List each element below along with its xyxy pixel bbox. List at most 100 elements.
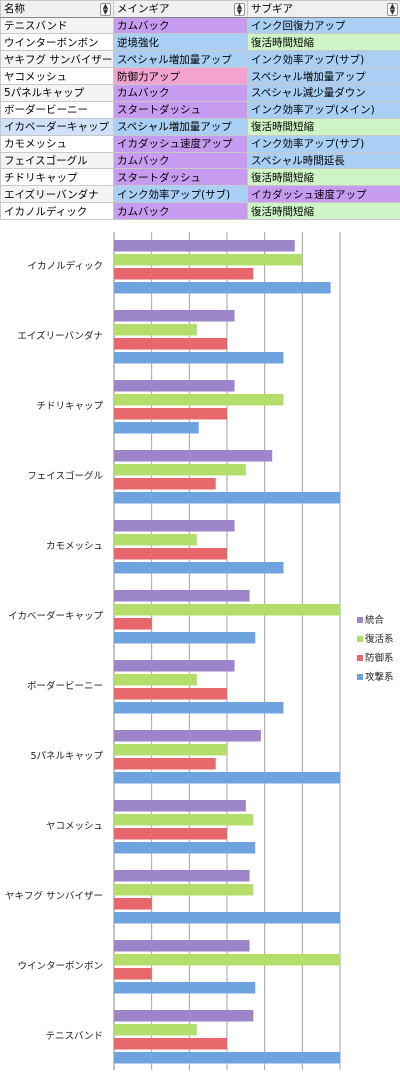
category-label: ヤキフグ サンバイザー xyxy=(5,890,103,902)
bar xyxy=(114,632,256,644)
column-header-main-gear[interactable]: メインギア ▲ ▼ xyxy=(113,0,248,18)
gear-name-cell[interactable]: チドリキャップ xyxy=(0,168,114,187)
table-row[interactable]: カモメッシュ イカダッシュ速度アップ インク効率アップ(サブ) xyxy=(0,134,400,153)
bar xyxy=(114,604,340,616)
main-gear-cell[interactable]: カムバック xyxy=(113,84,248,102)
table-row[interactable]: テニスバンド カムバック インク回復力アップ xyxy=(0,16,400,35)
bar xyxy=(114,548,227,560)
main-gear-cell[interactable]: 防御力アップ xyxy=(113,67,248,85)
bar xyxy=(114,674,197,686)
gear-name-cell[interactable]: カモメッシュ xyxy=(0,134,114,153)
sub-gear-cell[interactable]: 復活時間短縮 xyxy=(247,168,400,187)
bar xyxy=(114,814,254,826)
bar xyxy=(114,408,227,420)
table-row[interactable]: ヤコメッシュ 防御力アップ スペシャル増加量アップ xyxy=(0,67,400,85)
gear-table: 名称 ▲ ▼ メインギア ▲ ▼ サブギア ▲ ▼ テニスバンド カムバック インク回復力アップ… xyxy=(0,0,400,220)
gear-name-cell[interactable]: 5パネルキャップ xyxy=(0,84,114,102)
bar xyxy=(114,758,216,770)
gear-name-cell[interactable]: ヤコメッシュ xyxy=(0,67,114,85)
legend-swatch xyxy=(357,617,363,623)
sub-gear-cell[interactable]: インク回復力アップ xyxy=(247,16,400,35)
sub-gear-cell[interactable]: 復活時間短縮 xyxy=(247,33,400,52)
sub-gear-cell[interactable]: インク効率アップ(メイン) xyxy=(247,100,400,119)
bar xyxy=(114,1024,197,1036)
sub-gear-cell[interactable]: インク効率アップ(サブ) xyxy=(247,134,400,153)
sub-gear-cell[interactable]: スペシャル減少量ダウン xyxy=(247,84,400,102)
sub-gear-cell[interactable]: 復活時間短縮 xyxy=(247,117,400,136)
sort-icon[interactable]: ▲ ▼ xyxy=(100,3,111,16)
gear-name-cell[interactable]: イカノルディック xyxy=(0,202,114,220)
column-header-sub-gear[interactable]: サブギア ▲ ▼ xyxy=(247,0,400,18)
sub-gear-cell[interactable]: スペシャル増加量アップ xyxy=(247,67,400,85)
main-gear-cell[interactable]: スタートダッシュ xyxy=(113,168,248,187)
table-row[interactable]: ヤキフグ サンバイザー スペシャル増加量アップ インク効率アップ(サブ) xyxy=(0,50,400,69)
table-row[interactable]: イカベーダーキャップ スペシャル増加量アップ 復活時間短縮 xyxy=(0,117,400,136)
main-gear-cell[interactable]: イカダッシュ速度アップ xyxy=(113,134,248,153)
bar xyxy=(114,842,256,854)
bar xyxy=(114,240,295,252)
main-gear-cell[interactable]: スペシャル増加量アップ xyxy=(113,117,248,136)
main-gear-cell[interactable]: カムバック xyxy=(113,151,248,170)
legend-label: 攻撃系 xyxy=(365,671,394,683)
legend-label: 復活系 xyxy=(365,633,394,645)
sub-gear-cell[interactable]: 復活時間短縮 xyxy=(247,202,400,220)
bar xyxy=(114,1052,340,1064)
category-labels: イカノルディックエイズリーバンダナチドリキャップフェイスゴーグルカモメッシュイカ… xyxy=(5,260,104,1042)
category-label: 5パネルキャップ xyxy=(30,751,103,762)
sort-icon[interactable]: ▲ ▼ xyxy=(387,3,398,16)
gear-name-cell[interactable]: エイズリーバンダナ xyxy=(0,185,114,204)
legend-label: 統合 xyxy=(365,614,385,626)
bar xyxy=(114,688,227,700)
bar xyxy=(114,954,340,966)
gear-name-cell[interactable]: フェイスゴーグル xyxy=(0,151,114,170)
bar xyxy=(114,352,284,364)
gear-name-cell[interactable]: イカベーダーキャップ xyxy=(0,117,114,136)
category-label: カモメッシュ xyxy=(46,541,103,552)
table-row[interactable]: イカノルディック カムバック 復活時間短縮 xyxy=(0,202,400,220)
bar xyxy=(114,744,227,756)
column-header-label: メインギア xyxy=(117,3,170,16)
main-gear-cell[interactable]: 逆境強化 xyxy=(113,33,248,52)
bar xyxy=(114,1038,227,1050)
bar xyxy=(114,422,199,434)
bar xyxy=(114,324,197,336)
bar xyxy=(114,450,273,462)
column-header-label: サブギア xyxy=(251,3,293,16)
bar xyxy=(114,912,340,924)
category-label: イカベーダーキャップ xyxy=(8,610,104,622)
table-row[interactable]: エイズリーバンダナ インク効率アップ(サブ) イカダッシュ速度アップ xyxy=(0,185,400,204)
column-header-name[interactable]: 名称 ▲ ▼ xyxy=(0,0,114,18)
sub-gear-cell[interactable]: インク効率アップ(サブ) xyxy=(247,50,400,69)
gear-name-cell[interactable]: テニスバンド xyxy=(0,16,114,35)
main-gear-cell[interactable]: カムバック xyxy=(113,16,248,35)
gear-name-cell[interactable]: ヤキフグ サンバイザー xyxy=(0,50,114,69)
bar xyxy=(114,1010,254,1022)
gear-name-cell[interactable]: ボーダービーニー xyxy=(0,100,114,119)
table-row[interactable]: 5パネルキャップ カムバック スペシャル減少量ダウン xyxy=(0,84,400,102)
table-row[interactable]: フェイスゴーグル カムバック スペシャル時間延長 xyxy=(0,151,400,170)
main-gear-cell[interactable]: スタートダッシュ xyxy=(113,100,248,119)
bar xyxy=(114,394,284,406)
bar xyxy=(114,660,235,672)
main-gear-cell[interactable]: インク効率アップ(サブ) xyxy=(113,185,248,204)
sub-gear-cell[interactable]: イカダッシュ速度アップ xyxy=(247,185,400,204)
bar xyxy=(114,520,235,532)
table-row[interactable]: ボーダービーニー スタートダッシュ インク効率アップ(メイン) xyxy=(0,100,400,119)
bar xyxy=(114,254,303,266)
sub-gear-cell[interactable]: スペシャル時間延長 xyxy=(247,151,400,170)
bar xyxy=(114,982,256,994)
table-row[interactable]: チドリキャップ スタートダッシュ 復活時間短縮 xyxy=(0,168,400,187)
legend-swatch xyxy=(357,636,363,642)
main-gear-cell[interactable]: スペシャル増加量アップ xyxy=(113,50,248,69)
sort-icon[interactable]: ▲ ▼ xyxy=(234,3,245,16)
bar xyxy=(114,828,227,840)
bar xyxy=(114,898,152,910)
bar xyxy=(114,730,261,742)
category-label: チドリキャップ xyxy=(36,401,103,412)
table-row[interactable]: ウインターボンボン 逆境強化 復活時間短縮 xyxy=(0,33,400,52)
legend-swatch xyxy=(357,674,363,680)
bar xyxy=(114,618,152,630)
main-gear-cell[interactable]: カムバック xyxy=(113,202,248,220)
gear-name-cell[interactable]: ウインターボンボン xyxy=(0,33,114,52)
